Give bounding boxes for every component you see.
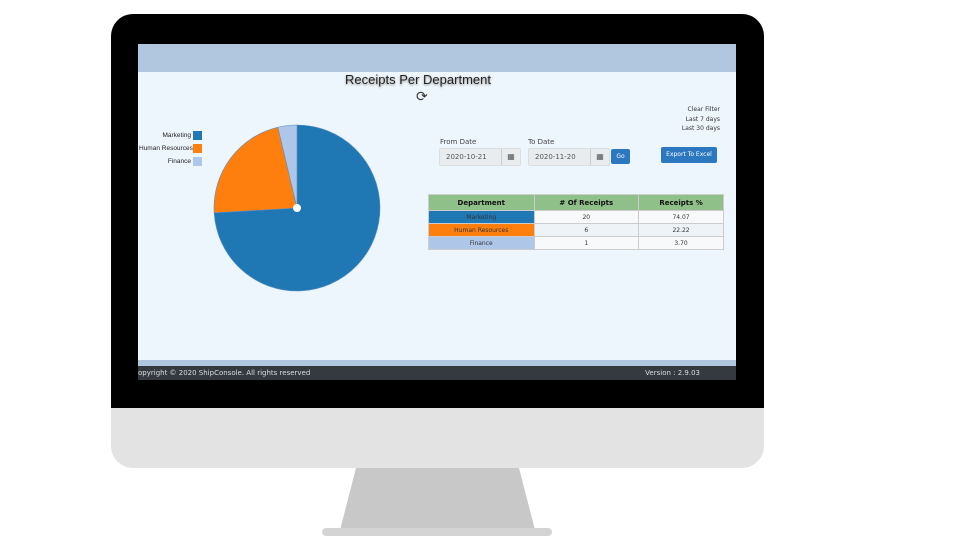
legend-label: Finance [167, 158, 191, 165]
footer-strip [138, 360, 736, 366]
calendar-icon[interactable]: ▦ [501, 149, 520, 165]
screen: Receipts Per Department ⟳ Marketing Huma… [138, 44, 736, 380]
percent-cell: 74.07 [638, 210, 724, 224]
pie-slice-finance[interactable] [277, 124, 298, 209]
go-button[interactable]: Go [611, 149, 630, 164]
percent-cell: 3.70 [638, 236, 724, 250]
page-title: Receipts Per Department [345, 72, 491, 87]
column-header: Receipts % [638, 194, 724, 211]
to-date-value: 2020-11-20 [535, 153, 576, 161]
department-cell: Finance [428, 236, 535, 250]
from-date-input[interactable]: 2020-10-21 ▦ [439, 148, 521, 166]
table-row: Finance 1 3.70 [428, 236, 724, 250]
monitor-stand [322, 468, 552, 536]
legend-label: Marketing [162, 132, 191, 139]
last-7-days-link[interactable]: Last 7 days [685, 116, 720, 123]
export-excel-button[interactable]: Export To Excel [661, 147, 717, 163]
to-date-label: To Date [528, 138, 555, 146]
to-date-input[interactable]: 2020-11-20 ▦ [528, 148, 610, 166]
table-row: Human Resources 6 22.22 [428, 223, 724, 237]
from-date-label: From Date [440, 138, 477, 146]
department-cell: Human Resources [428, 223, 535, 237]
version-text: Version : 2.9.03 [645, 369, 700, 377]
pie-chart [213, 124, 381, 292]
monitor-chin [111, 408, 764, 468]
receipts-table: Department # Of Receipts Receipts % Market… [428, 194, 724, 250]
department-cell: Marketing [428, 210, 535, 224]
count-cell: 20 [533, 210, 640, 224]
legend-swatch [193, 131, 202, 140]
copyright-text: opyright © 2020 ShipConsole. All rights … [138, 369, 311, 377]
pie-center [293, 204, 301, 212]
last-30-days-link[interactable]: Last 30 days [681, 125, 720, 132]
legend-swatch [193, 157, 202, 166]
column-header: # Of Receipts [533, 194, 640, 211]
table-row: Marketing 20 74.07 [428, 210, 724, 224]
column-header: Department [428, 194, 535, 211]
refresh-icon[interactable]: ⟳ [416, 89, 428, 105]
legend-label: Human Resources [139, 145, 193, 152]
pie-slice-human-resources[interactable] [213, 126, 298, 214]
calendar-icon[interactable]: ▦ [590, 149, 609, 165]
from-date-value: 2020-10-21 [446, 153, 487, 161]
count-cell: 1 [533, 236, 640, 250]
legend-swatch [193, 144, 202, 153]
top-bar [138, 44, 736, 72]
count-cell: 6 [533, 223, 640, 237]
footer: opyright © 2020 ShipConsole. All rights … [138, 366, 736, 380]
clear-filter-link[interactable]: Clear Filter [687, 106, 720, 113]
percent-cell: 22.22 [638, 223, 724, 237]
